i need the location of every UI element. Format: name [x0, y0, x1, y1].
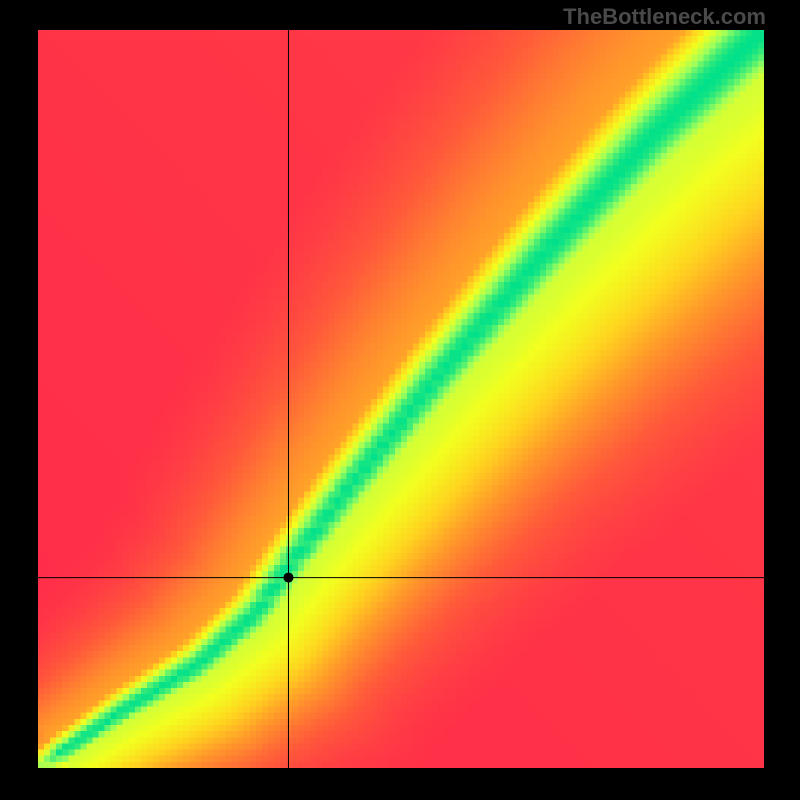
watermark-text: TheBottleneck.com [563, 4, 766, 30]
bottleneck-heatmap [38, 30, 764, 768]
chart-container: TheBottleneck.com [0, 0, 800, 800]
